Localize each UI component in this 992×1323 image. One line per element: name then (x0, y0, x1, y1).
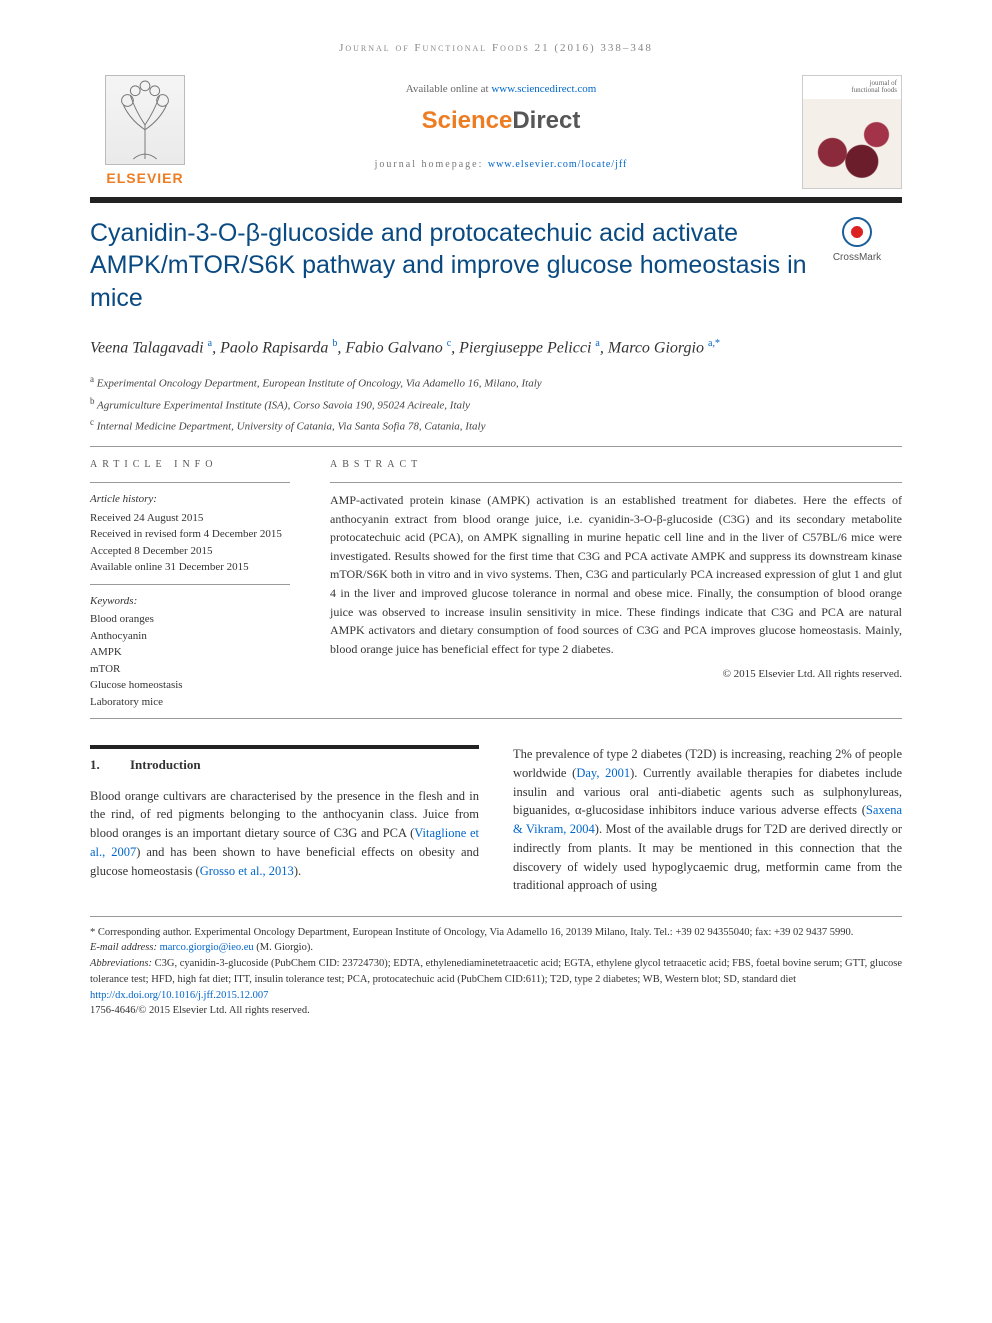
section-title: Introduction (130, 757, 201, 772)
keywords-heading: Keywords: (90, 593, 290, 610)
running-header: Journal of Functional Foods 21 (2016) 33… (90, 40, 902, 57)
title-rule (90, 197, 902, 203)
sciencedirect-link[interactable]: www.sciencedirect.com (491, 83, 596, 95)
history-list: Received 24 August 2015Received in revis… (90, 510, 290, 576)
availability-prefix: Available online at (406, 83, 492, 95)
elsevier-tree-icon (105, 75, 185, 165)
abbr-label: Abbreviations: (90, 958, 155, 969)
email-link[interactable]: marco.giorgio@ieo.eu (160, 942, 254, 953)
crossmark-icon (842, 217, 872, 247)
section-heading: 1.Introduction (90, 755, 479, 775)
issn-line: 1756-4646/© 2015 Elsevier Ltd. All right… (90, 1003, 902, 1019)
homepage-prefix: journal homepage: (375, 159, 488, 170)
intro-paragraph-1: Blood orange cultivars are characterised… (90, 787, 479, 881)
affiliations: a Experimental Oncology Department, Euro… (90, 372, 902, 436)
sciencedirect-logo: ScienceDirect (210, 103, 792, 139)
availability-block: Available online at www.sciencedirect.co… (200, 75, 802, 189)
divider (90, 718, 902, 719)
title-row: Cyanidin-3-O-β-glucoside and protocatech… (90, 217, 902, 337)
citation-link[interactable]: Grosso et al., 2013 (200, 864, 294, 878)
intro-paragraph-2: The prevalence of type 2 diabetes (T2D) … (513, 745, 902, 895)
divider (90, 482, 290, 483)
corresponding-author: * Corresponding author. Experimental Onc… (90, 925, 902, 941)
journal-homepage-line: journal homepage: www.elsevier.com/locat… (210, 157, 792, 172)
divider (90, 446, 902, 447)
doi-link[interactable]: http://dx.doi.org/10.1016/j.jff.2015.12.… (90, 990, 268, 1001)
cover-title: journal of functional foods (803, 76, 901, 99)
cover-line2: functional foods (807, 87, 897, 95)
article-info-column: ARTICLE INFO Article history: Received 2… (90, 457, 290, 710)
abstract-text: AMP-activated protein kinase (AMPK) acti… (330, 491, 902, 658)
abstract-label: ABSTRACT (330, 457, 902, 472)
section-rule (90, 745, 479, 749)
article-info-label: ARTICLE INFO (90, 457, 290, 472)
crossmark-label: CrossMark (833, 252, 881, 263)
availability-line: Available online at www.sciencedirect.co… (210, 81, 792, 98)
abbr-text: C3G, cyanidin-3-glucoside (PubChem CID: … (90, 958, 902, 985)
section-heading-block: 1.Introduction (90, 745, 479, 775)
email-line: E-mail address: marco.giorgio@ieo.eu (M.… (90, 940, 902, 956)
crossmark-widget[interactable]: CrossMark (812, 217, 902, 265)
abstract-column: ABSTRACT AMP-activated protein kinase (A… (330, 457, 902, 710)
sd-logo-part2: Direct (512, 107, 580, 134)
citation-link[interactable]: Day, 2001 (576, 766, 630, 780)
masthead: ELSEVIER Available online at www.science… (90, 75, 902, 189)
email-suffix: (M. Giorgio). (254, 942, 313, 953)
footnotes: * Corresponding author. Experimental Onc… (90, 916, 902, 1020)
info-abstract-row: ARTICLE INFO Article history: Received 2… (90, 457, 902, 710)
publisher-name: ELSEVIER (106, 168, 183, 189)
cover-image (803, 99, 901, 188)
history-heading: Article history: (90, 491, 290, 508)
sd-logo-part1: Science (422, 107, 513, 134)
keywords-list: Blood orangesAnthocyaninAMPKmTORGlucose … (90, 611, 290, 710)
divider (330, 482, 902, 483)
publisher-logo: ELSEVIER (90, 75, 200, 189)
text-run: ). (294, 864, 301, 878)
author-list: Veena Talagavadi a, Paolo Rapisarda b, F… (90, 336, 902, 360)
section-number: 1. (90, 755, 130, 775)
journal-cover: journal of functional foods (802, 75, 902, 189)
article-title: Cyanidin-3-O-β-glucoside and protocatech… (90, 217, 812, 315)
body-columns: 1.Introduction Blood orange cultivars ar… (90, 745, 902, 898)
abbreviations: Abbreviations: C3G, cyanidin-3-glucoside… (90, 956, 902, 988)
journal-homepage-link[interactable]: www.elsevier.com/locate/jff (488, 159, 627, 170)
divider (90, 584, 290, 585)
email-label: E-mail address: (90, 942, 160, 953)
abstract-copyright: © 2015 Elsevier Ltd. All rights reserved… (330, 666, 902, 683)
